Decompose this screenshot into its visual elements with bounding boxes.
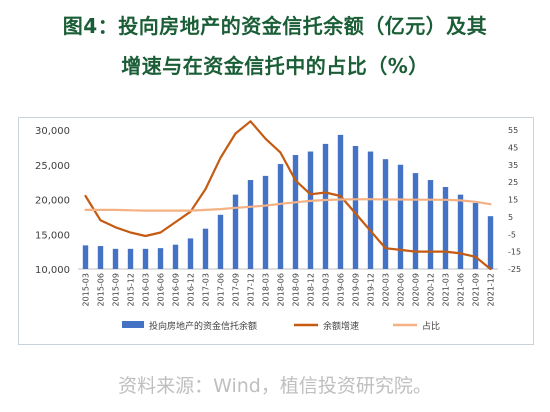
bar-balance bbox=[187, 238, 194, 269]
y-left-tick-label: 25,000 bbox=[35, 161, 70, 172]
x-tick-label: 2018-09 bbox=[292, 273, 301, 306]
x-tick-label: 2017-03 bbox=[202, 273, 211, 306]
bar-balance bbox=[247, 180, 254, 269]
x-tick-label: 2016-09 bbox=[172, 273, 181, 306]
bar-balance bbox=[157, 248, 164, 269]
bar-balance bbox=[472, 202, 479, 269]
bar-balance bbox=[367, 151, 374, 269]
y-left-tick-label: 15,000 bbox=[35, 230, 70, 241]
bar-balance bbox=[82, 245, 89, 269]
bar-balance bbox=[397, 164, 404, 269]
x-tick-label: 2015-12 bbox=[127, 273, 136, 306]
bar-balance bbox=[427, 180, 434, 269]
legend-label-share: 占比 bbox=[422, 320, 440, 332]
legend-label-balance: 投向房地产的资金信托余额 bbox=[149, 320, 257, 332]
y-left-tick-label: 20,000 bbox=[35, 196, 70, 207]
bar-balance bbox=[322, 143, 329, 269]
legend-label-growth: 余额增速 bbox=[323, 320, 359, 332]
bar-balance bbox=[97, 246, 104, 269]
x-tick-label: 2016-03 bbox=[142, 273, 151, 306]
bar-balance bbox=[202, 228, 209, 269]
x-tick-label: 2017-06 bbox=[217, 273, 226, 306]
x-tick-label: 2015-06 bbox=[97, 273, 106, 306]
x-tick-label: 2020-06 bbox=[397, 273, 406, 306]
chart-title-line-2: 增速与在资金信托中的占比（%） bbox=[121, 54, 429, 78]
bar-balance bbox=[382, 159, 389, 269]
x-tick-label: 2016-06 bbox=[157, 273, 166, 306]
bar-balance bbox=[352, 145, 359, 269]
x-tick-label: 2015-09 bbox=[112, 273, 121, 306]
x-tick-label: 2021-03 bbox=[442, 273, 451, 306]
bar-balance bbox=[277, 164, 284, 269]
bar-balance bbox=[232, 194, 239, 269]
x-tick-label: 2021-12 bbox=[487, 273, 496, 306]
x-tick-label: 2020-12 bbox=[427, 273, 436, 306]
bar-balance bbox=[457, 194, 464, 269]
bar-balance bbox=[337, 134, 344, 269]
chart-title-line-1: 图4：投向房地产的资金信托余额（亿元）及其 bbox=[62, 14, 488, 38]
y-right-tick-label: -5 bbox=[508, 230, 516, 239]
bar-balance bbox=[487, 216, 494, 269]
x-tick-label: 2018-12 bbox=[307, 273, 316, 306]
bar-balance bbox=[172, 244, 179, 269]
bar-balance bbox=[142, 248, 149, 269]
x-tick-label: 2018-03 bbox=[262, 273, 271, 306]
y-right-tick-label: -15 bbox=[508, 248, 521, 257]
legend-swatch-balance bbox=[122, 321, 144, 328]
line-share bbox=[84, 198, 492, 212]
bar-balance bbox=[217, 214, 224, 269]
bar-balance bbox=[127, 248, 134, 269]
y-right-tick-label: 35 bbox=[508, 161, 518, 170]
bar-balance bbox=[307, 151, 314, 269]
y-right-tick-label: 25 bbox=[508, 178, 518, 187]
y-left-tick-label: 10,000 bbox=[35, 265, 70, 276]
y-right-tick-label: 55 bbox=[508, 126, 518, 135]
x-tick-label: 2017-12 bbox=[247, 273, 256, 306]
source-note: 资料来源：Wind，植信投资研究院。 bbox=[118, 375, 432, 397]
x-tick-label: 2021-06 bbox=[457, 273, 466, 306]
x-tick-label: 2017-09 bbox=[232, 273, 241, 306]
x-tick-label: 2021-09 bbox=[472, 273, 481, 306]
bar-balance bbox=[292, 155, 299, 269]
y-right-tick-label: 45 bbox=[508, 143, 518, 152]
y-right-tick-label: 15 bbox=[508, 196, 518, 205]
bar-balance bbox=[112, 248, 119, 269]
y-right-tick-label: 5 bbox=[508, 213, 513, 222]
bar-balance bbox=[442, 186, 449, 269]
x-tick-label: 2016-12 bbox=[187, 273, 196, 306]
bar-balance bbox=[412, 173, 419, 269]
x-tick-label: 2015-03 bbox=[82, 273, 91, 306]
x-tick-label: 2020-03 bbox=[382, 273, 391, 306]
x-tick-label: 2018-06 bbox=[277, 273, 286, 306]
line-growth-rate bbox=[84, 120, 492, 271]
x-tick-label: 2019-12 bbox=[367, 273, 376, 306]
chart: 30,000 25,000 20,000 15,000 10,000 55 45 35 25 15… bbox=[35, 120, 521, 332]
x-tick-label: 2020-09 bbox=[412, 273, 421, 306]
y-left-tick-label: 30,000 bbox=[35, 126, 70, 137]
bar-balance bbox=[262, 175, 269, 269]
x-tick-label: 2019-03 bbox=[322, 273, 331, 306]
y-right-tick-label: -25 bbox=[508, 265, 521, 274]
x-tick-label: 2019-06 bbox=[337, 273, 346, 306]
x-tick-label: 2019-09 bbox=[352, 273, 361, 306]
